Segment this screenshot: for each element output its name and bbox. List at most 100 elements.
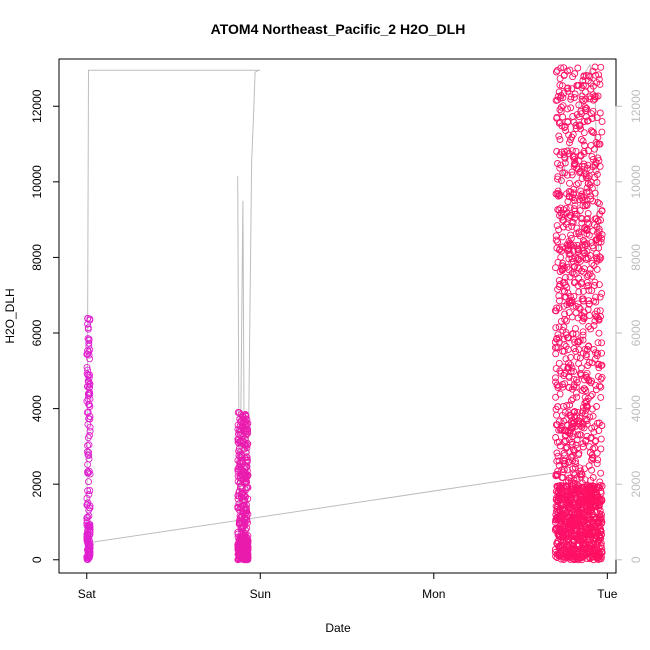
data-point xyxy=(576,430,584,438)
data-point xyxy=(552,374,559,382)
data-point xyxy=(579,328,587,336)
data-point xyxy=(560,449,568,457)
data-point xyxy=(596,481,604,489)
data-point xyxy=(236,426,243,434)
data-point xyxy=(570,367,578,375)
data-point xyxy=(556,119,564,126)
data-point xyxy=(569,457,577,465)
data-point xyxy=(593,460,601,468)
data-point xyxy=(595,329,603,337)
data-point xyxy=(591,161,599,169)
data-point xyxy=(570,292,578,300)
data-point xyxy=(570,279,578,287)
data-point xyxy=(586,95,594,103)
y-tick-label: 10000 xyxy=(30,165,44,199)
data-point xyxy=(596,478,604,486)
data-point xyxy=(579,295,587,303)
data-point xyxy=(582,387,590,395)
data-point xyxy=(569,330,577,338)
data-point xyxy=(556,191,564,199)
right-tick-label: 2000 xyxy=(629,471,643,498)
data-point xyxy=(85,441,93,449)
data-point xyxy=(566,139,573,147)
data-point xyxy=(594,217,602,225)
data-point xyxy=(567,95,575,103)
data-point xyxy=(570,511,578,519)
data-point xyxy=(588,518,596,526)
data-point xyxy=(85,455,93,463)
data-point xyxy=(85,451,93,459)
data-point xyxy=(579,479,586,487)
data-point xyxy=(551,344,559,352)
data-point xyxy=(236,512,244,520)
data-point xyxy=(556,164,564,172)
data-point xyxy=(234,528,242,536)
data-point xyxy=(556,367,564,375)
data-point xyxy=(242,475,250,483)
data-point xyxy=(554,452,562,460)
data-point xyxy=(86,415,94,423)
data-point xyxy=(567,136,574,144)
data-point xyxy=(565,213,573,221)
right-tick-label: 4000 xyxy=(629,395,643,422)
data-point xyxy=(579,443,587,451)
data-point xyxy=(563,402,571,410)
data-point xyxy=(239,458,247,466)
data-point xyxy=(561,159,569,167)
data-point xyxy=(554,187,562,195)
data-point xyxy=(588,184,596,192)
data-point xyxy=(596,307,604,315)
data-point xyxy=(593,265,601,273)
data-point xyxy=(590,346,598,353)
data-line xyxy=(558,63,600,250)
data-point xyxy=(84,487,92,495)
data-point xyxy=(580,385,588,393)
data-point xyxy=(575,101,583,109)
data-point xyxy=(583,369,591,377)
data-point xyxy=(565,504,573,512)
data-point xyxy=(553,334,561,342)
data-point xyxy=(576,517,584,525)
data-point xyxy=(584,161,592,169)
data-point xyxy=(562,331,570,339)
data-point xyxy=(591,63,599,71)
data-point xyxy=(236,415,244,423)
data-point xyxy=(554,498,562,506)
data-point xyxy=(589,528,597,536)
data-point xyxy=(553,381,561,389)
data-point xyxy=(84,320,92,328)
data-point xyxy=(555,283,563,291)
data-point xyxy=(551,307,559,315)
data-point xyxy=(553,449,561,457)
data-point xyxy=(243,458,251,466)
data-point xyxy=(568,147,576,155)
data-point xyxy=(570,409,578,416)
data-point xyxy=(570,94,578,102)
data-point xyxy=(565,266,573,274)
data-point xyxy=(557,64,565,72)
data-point xyxy=(591,545,599,553)
data-point xyxy=(591,491,598,499)
data-point xyxy=(86,316,94,324)
data-point xyxy=(597,489,605,497)
data-point xyxy=(598,231,606,239)
data-point xyxy=(582,242,589,250)
data-point xyxy=(572,125,580,133)
data-point xyxy=(243,534,251,542)
chart-title: ATOM4 Northeast_Pacific_2 H2O_DLH xyxy=(211,21,466,37)
data-point xyxy=(573,393,581,401)
data-point xyxy=(566,494,573,502)
data-point xyxy=(235,447,243,455)
data-point xyxy=(577,136,585,143)
data-point xyxy=(234,492,242,500)
data-point xyxy=(583,398,591,406)
right-tick-label: 0 xyxy=(629,556,643,563)
data-point xyxy=(86,381,94,389)
data-point xyxy=(583,282,591,290)
data-point xyxy=(572,330,580,338)
data-point xyxy=(552,393,560,401)
data-point xyxy=(84,390,92,398)
data-point xyxy=(578,515,586,523)
data-point xyxy=(593,114,601,122)
data-point xyxy=(565,131,573,139)
